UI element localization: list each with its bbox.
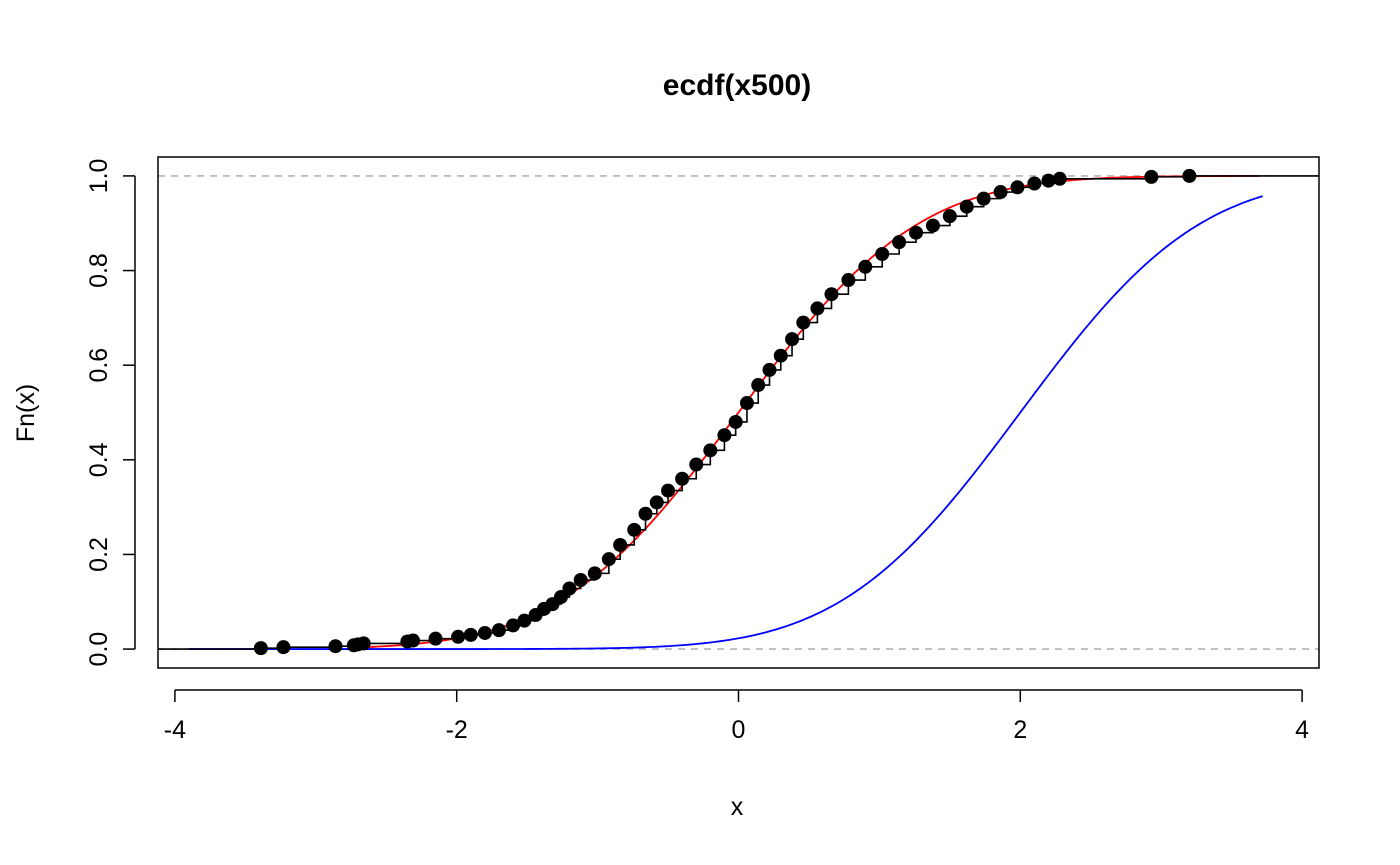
ecdf-point bbox=[491, 623, 506, 638]
ecdf-point bbox=[810, 301, 825, 316]
x-tick-label: -2 bbox=[446, 716, 468, 744]
ecdf-point bbox=[601, 552, 616, 567]
ecdf-point bbox=[356, 636, 371, 651]
ecdf-point bbox=[451, 629, 466, 644]
y-tick-label: 1.0 bbox=[85, 159, 113, 194]
ecdf-point bbox=[785, 332, 800, 347]
ecdf-point bbox=[892, 235, 907, 250]
y-tick-label: 0.0 bbox=[85, 632, 113, 667]
ecdf-point bbox=[562, 581, 577, 596]
ecdf-point bbox=[796, 315, 811, 330]
ecdf-point bbox=[587, 566, 602, 581]
ecdf-point bbox=[717, 428, 732, 443]
y-tick-label: 0.4 bbox=[85, 442, 113, 477]
ecdf-point bbox=[841, 273, 856, 288]
curves-layer bbox=[189, 175, 1263, 650]
x-tick-label: 4 bbox=[1295, 716, 1309, 744]
ecdf-point bbox=[627, 522, 642, 537]
ecdf-point bbox=[739, 396, 754, 411]
ecdf-point bbox=[762, 362, 777, 377]
ecdf-point bbox=[1052, 171, 1067, 186]
ecdf-point bbox=[824, 287, 839, 302]
ecdf-point bbox=[276, 640, 291, 655]
ecdf-point bbox=[1010, 180, 1025, 195]
plot-frame bbox=[157, 156, 1320, 669]
ecdf-point bbox=[1027, 176, 1042, 191]
chart-title: ecdf(x500) bbox=[663, 69, 811, 102]
ecdf-point bbox=[506, 618, 521, 633]
ecdf-point bbox=[909, 225, 924, 240]
x-tick-label: -4 bbox=[164, 716, 186, 744]
ecdf-point bbox=[613, 537, 628, 552]
ecdf-point bbox=[428, 631, 443, 646]
ecdf-point bbox=[689, 457, 704, 472]
ecdf-point bbox=[1144, 169, 1159, 184]
y-tick-label: 0.6 bbox=[85, 348, 113, 383]
ecdf-point bbox=[638, 506, 653, 521]
ecdf-point bbox=[649, 495, 664, 510]
ecdf-point bbox=[773, 348, 788, 363]
ecdf-point bbox=[993, 185, 1008, 200]
ecdf-point bbox=[875, 246, 890, 261]
ecdf-point bbox=[675, 471, 690, 486]
ecdf-point bbox=[703, 443, 718, 458]
x-axis-title: x bbox=[731, 793, 744, 821]
ecdf-point bbox=[1182, 168, 1197, 183]
ecdf-point bbox=[406, 633, 421, 648]
reference-lines-layer bbox=[158, 175, 1319, 650]
ecdf-point bbox=[751, 378, 766, 393]
y-tick-label: 0.2 bbox=[85, 537, 113, 572]
x-tick-label: 0 bbox=[732, 716, 746, 744]
ecdf-layer bbox=[158, 168, 1319, 656]
ecdf-point bbox=[463, 627, 478, 642]
cdf-curve-blue bbox=[189, 195, 1263, 650]
y-axis-title: Fn(x) bbox=[12, 384, 40, 442]
ecdf-point bbox=[553, 590, 568, 605]
ecdf-point bbox=[925, 218, 940, 233]
y-tick-label: 0.8 bbox=[85, 253, 113, 288]
ecdf-point bbox=[661, 483, 676, 498]
ecdf-point bbox=[477, 625, 492, 640]
ecdf-point bbox=[517, 613, 532, 628]
ecdf-point bbox=[728, 414, 743, 429]
ecdf-point bbox=[959, 199, 974, 214]
ecdf-point bbox=[942, 209, 957, 224]
ecdf-point bbox=[328, 639, 343, 654]
axes-layer: -4 -2 0 2 4 0.0 0.2 0.4 0.6 0.8 1.0 bbox=[85, 159, 1309, 744]
x-tick-label: 2 bbox=[1013, 716, 1027, 744]
ecdf-point bbox=[573, 572, 588, 587]
ecdf-point bbox=[253, 641, 268, 656]
ecdf-point bbox=[858, 259, 873, 274]
cdf-curve-red bbox=[358, 175, 1260, 649]
ecdf-point bbox=[1041, 173, 1056, 188]
ecdf-point bbox=[976, 191, 991, 206]
